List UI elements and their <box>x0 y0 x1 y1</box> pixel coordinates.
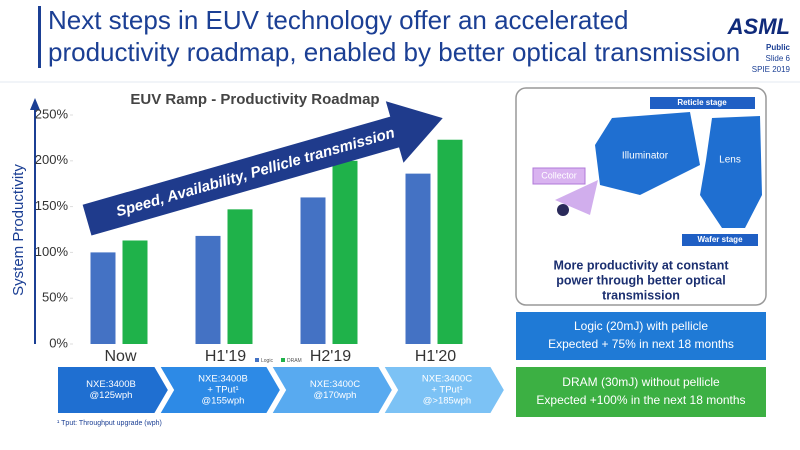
lens <box>700 116 762 228</box>
bar <box>300 197 326 344</box>
legend-label: Logic <box>261 358 273 364</box>
illuminator <box>595 112 700 195</box>
x-tick-label: H2'19 <box>310 348 351 365</box>
diagram-label: Lens <box>719 155 741 166</box>
step-text: NXE:3400B <box>198 374 248 385</box>
step-text: @170wph <box>314 390 357 401</box>
step-text: @155wph <box>202 396 245 407</box>
bar <box>122 240 148 344</box>
diagram-frame <box>515 87 767 306</box>
classification: Public <box>766 43 791 52</box>
bar <box>332 160 358 344</box>
chevron <box>56 365 171 415</box>
diagram-label: Reticle stage <box>677 98 727 107</box>
chevron <box>269 365 395 415</box>
diagram-caption: power through better optical <box>556 273 725 287</box>
y-tick-label: 200% <box>35 152 69 167</box>
y-tick-label: 150% <box>35 198 69 213</box>
event: SPIE 2019 <box>752 65 791 74</box>
title-line: productivity roadmap, enabled by better … <box>48 37 740 67</box>
diagram-caption: More productivity at constant <box>553 258 729 272</box>
dram-callout <box>516 367 766 417</box>
logic-callout <box>516 312 766 360</box>
y-tick-label: 0% <box>49 335 68 350</box>
callout-text: Logic (20mJ) with pellicle <box>574 319 708 333</box>
y-tick-label: 250% <box>35 106 69 121</box>
chart-title: EUV Ramp - Productivity Roadmap <box>130 91 379 108</box>
slide-number: Slide 6 <box>766 54 791 63</box>
step-text: NXE:3400C <box>310 379 360 390</box>
callout-text: DRAM (30mJ) without pellicle <box>562 375 720 389</box>
arrow-shape <box>82 101 443 236</box>
diagram-label: Wafer stage <box>697 235 743 244</box>
x-tick-label: H1'20 <box>415 348 456 365</box>
title-line: Next steps in EUV technology offer an ac… <box>48 5 629 35</box>
chevron <box>381 365 507 415</box>
step-text: NXE:3400C <box>422 374 472 385</box>
callout-text: Expected + 75% in next 18 months <box>548 337 734 351</box>
y-tick-label: 100% <box>35 244 69 259</box>
y-axis-arrowhead <box>30 98 40 110</box>
collector-box <box>532 167 586 185</box>
step-text: @>185wph <box>423 396 471 407</box>
bar <box>437 139 463 344</box>
legend-label: DRAM <box>287 358 302 364</box>
source <box>557 204 569 216</box>
header-bar <box>38 6 41 68</box>
step-text: NXE:3400B <box>86 379 136 390</box>
reticle-stage <box>650 97 755 109</box>
y-axis-label: System Productivity <box>10 164 27 296</box>
legend-swatch <box>255 358 259 362</box>
footnote: ¹ Tput: Throughput upgrade (wph) <box>57 420 162 427</box>
diagram-label: Illuminator <box>622 151 669 162</box>
plot: 0% 50% 100% 150% 200% 250% Now H1'19 H2'19 H1'20 L… <box>35 106 463 365</box>
wafer-stage <box>682 234 758 246</box>
step-text: + TPut¹ <box>207 385 238 396</box>
bar <box>227 209 253 344</box>
light-cone <box>555 180 598 215</box>
x-tick-label: Now <box>104 348 136 365</box>
chevron <box>157 365 283 415</box>
step-text: + TPut¹ <box>431 385 462 396</box>
y-tick-label: 50% <box>42 290 68 305</box>
legend-swatch <box>281 358 285 362</box>
logo: ASML <box>727 14 790 39</box>
diagram-caption: transmission <box>602 288 680 302</box>
callout-text: Expected +100% in the next 18 months <box>536 393 745 407</box>
bar <box>405 173 431 344</box>
bar <box>195 235 221 344</box>
diagram-label: Collector <box>541 170 577 180</box>
x-tick-label: H1'19 <box>205 348 246 365</box>
bar <box>90 252 116 344</box>
step-text: @125wph <box>90 390 133 401</box>
